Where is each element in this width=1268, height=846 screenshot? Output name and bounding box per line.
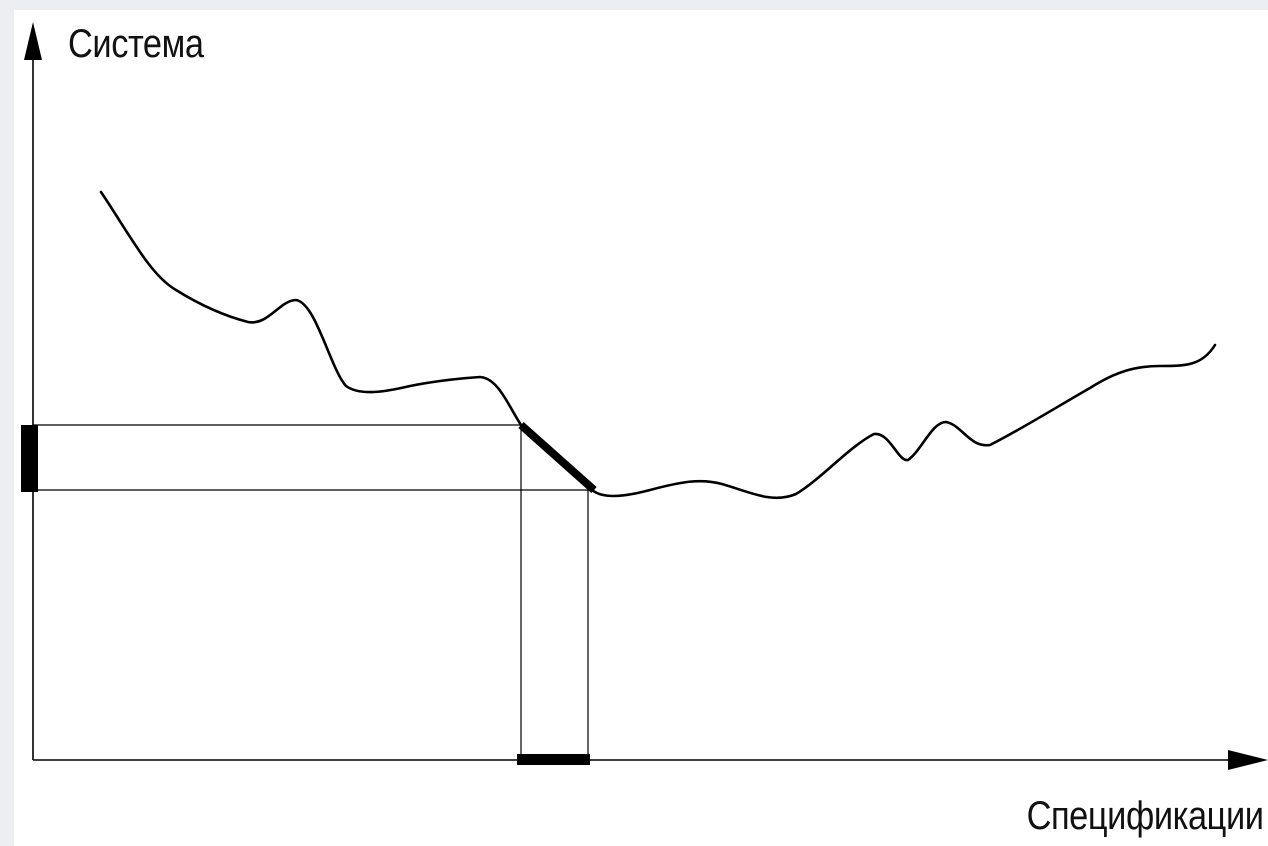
system-curve bbox=[99, 190, 1217, 499]
x-axis-interval-marker bbox=[517, 754, 590, 765]
y-axis-interval-marker bbox=[21, 425, 38, 492]
y-axis-arrowhead bbox=[24, 22, 42, 60]
diagram-canvas bbox=[14, 10, 1268, 846]
highlighted-curve-segment bbox=[518, 422, 597, 493]
x-axis-label: Спецификации bbox=[1027, 794, 1264, 838]
x-axis-arrowhead bbox=[1228, 750, 1268, 770]
y-axis-label: Система bbox=[68, 22, 204, 66]
